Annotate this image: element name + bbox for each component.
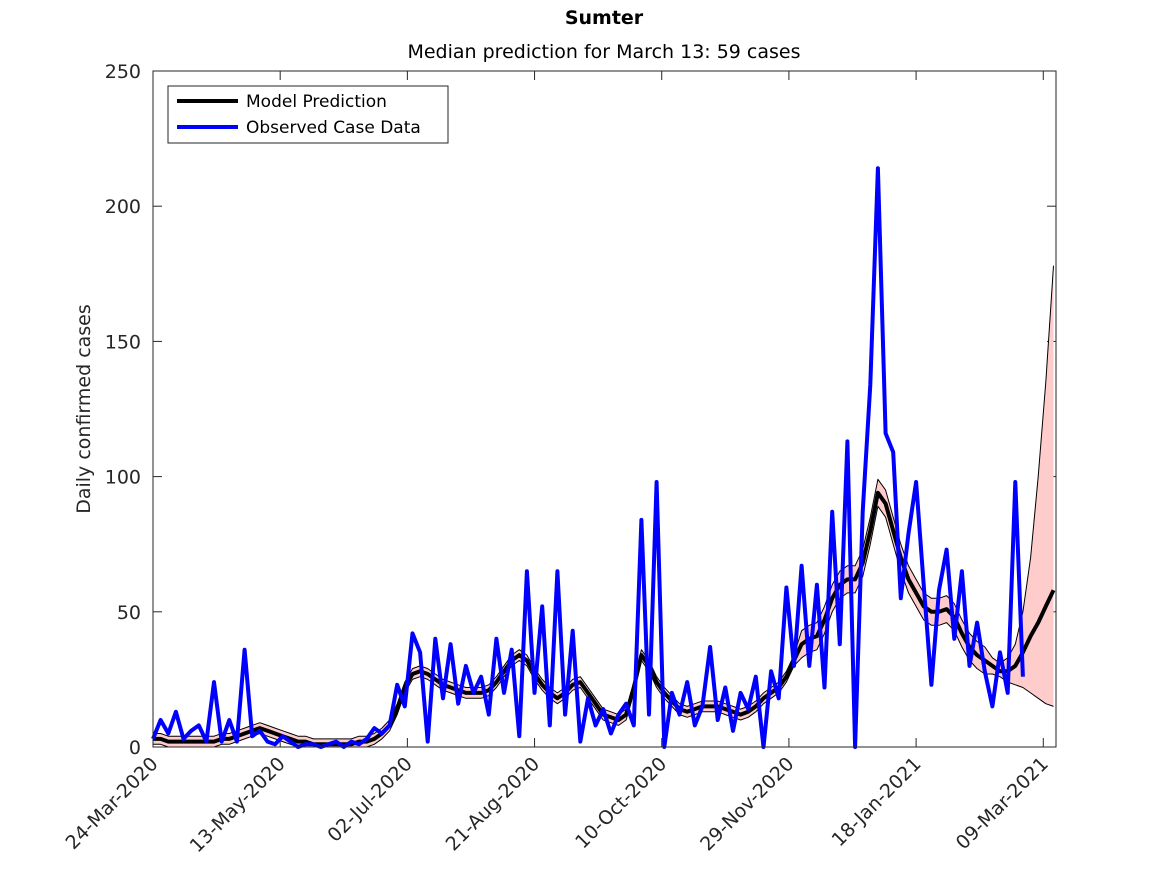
series-line: [151, 166, 1025, 749]
x-tick-label: 09-Mar-2021: [952, 753, 1053, 854]
x-tick-label: 29-Nov-2020: [696, 753, 798, 855]
y-tick-label: 150: [105, 331, 141, 353]
y-tick-label: 0: [129, 737, 141, 759]
y-axis-label: Daily confirmed cases: [73, 304, 95, 514]
legend-label: Model Prediction: [246, 92, 387, 112]
legend-box: [167, 85, 449, 144]
x-tick-label: 13-May-2020: [186, 753, 290, 857]
x-tick-label: 24-Mar-2020: [62, 753, 163, 854]
legend-label: Observed Case Data: [246, 118, 421, 138]
x-tick-label: 10-Oct-2020: [571, 753, 671, 853]
y-tick-label: 100: [105, 467, 141, 489]
y-tick-label: 250: [105, 61, 141, 83]
x-tick-label: 21-Aug-2020: [442, 753, 544, 855]
y-tick-label: 200: [105, 196, 141, 218]
y-tick-label: 50: [117, 602, 141, 624]
plot-frame: [152, 70, 1057, 748]
chart-title: Sumter: [565, 7, 644, 29]
x-tick-label: 02-Jul-2020: [323, 753, 417, 847]
chart-subtitle: Median prediction for March 13: 59 cases: [407, 41, 800, 63]
x-tick-label: 18-Jan-2021: [828, 753, 926, 851]
